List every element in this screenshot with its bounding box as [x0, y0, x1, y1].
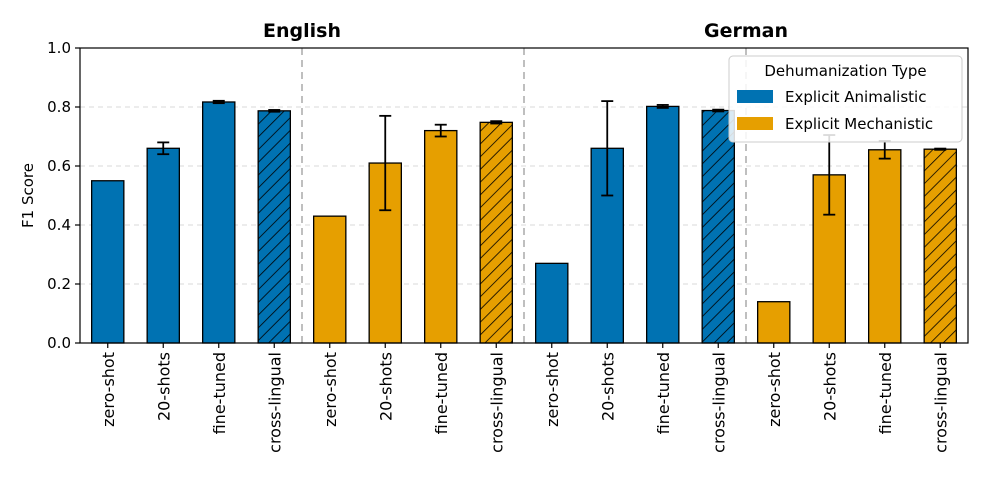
x-tick-label: zero-shot	[543, 352, 562, 427]
bar-hatch	[924, 149, 957, 343]
bar	[535, 262, 569, 344]
error-bar	[212, 99, 225, 105]
x-tick-label: fine-tuned	[432, 352, 451, 434]
x-tick-label: fine-tuned	[876, 352, 895, 434]
y-axis-ticks: 0.0 0.2 0.4 0.6 0.8 1.0	[47, 39, 80, 352]
y-tick-label: 0.6	[47, 157, 71, 175]
group-title: English	[263, 20, 341, 42]
y-tick-label: 0.8	[47, 98, 71, 116]
legend-swatch	[737, 117, 773, 130]
bar	[91, 180, 125, 344]
error-bar	[157, 141, 170, 156]
error-bar	[490, 120, 503, 125]
y-tick-label: 0.2	[47, 275, 71, 293]
bar	[424, 129, 458, 344]
x-tick-label: zero-shot	[99, 352, 118, 427]
x-tick-label: fine-tuned	[210, 352, 229, 434]
x-tick-label: 20-shots	[598, 352, 617, 421]
bar	[313, 215, 347, 344]
group-title: German	[704, 20, 788, 42]
bar	[146, 147, 180, 344]
bar	[868, 149, 902, 344]
error-bar	[712, 108, 725, 113]
legend-label: Explicit Animalistic	[785, 88, 926, 106]
error-bar	[434, 123, 447, 138]
bar	[202, 101, 236, 344]
x-tick-label: 20-shots	[820, 352, 839, 421]
x-axis-ticks: zero-shot 20-shots fine-tuned cross-lingual…	[99, 343, 950, 453]
x-tick-label: zero-shot	[321, 352, 340, 427]
x-tick-label: fine-tuned	[654, 352, 673, 434]
group-titles: English German	[263, 20, 788, 42]
x-tick-label: cross-lingual	[487, 352, 506, 453]
y-axis-label: F1 Score	[19, 163, 37, 228]
x-tick-label: zero-shot	[765, 352, 784, 427]
error-bar	[268, 109, 281, 113]
error-bar	[656, 104, 669, 109]
legend-box	[728, 55, 963, 143]
legend-title: Dehumanization Type	[764, 62, 926, 80]
x-tick-label: cross-lingual	[931, 352, 950, 453]
x-tick-label: cross-lingual	[265, 352, 284, 453]
legend: Dehumanization Type Explicit Animalistic…	[728, 55, 963, 143]
x-tick-label: 20-shots	[154, 352, 173, 421]
bar	[757, 301, 791, 344]
legend-entry: Explicit Mechanistic	[737, 115, 933, 133]
error-bar	[601, 100, 614, 197]
legend-label: Explicit Mechanistic	[785, 115, 933, 133]
y-tick-label: 1.0	[47, 39, 71, 57]
bar-hatch	[702, 110, 735, 343]
bar-hatch	[258, 110, 291, 344]
error-bar	[379, 114, 392, 212]
legend-entries: Explicit Animalistic Explicit Mechanistic	[737, 88, 933, 133]
legend-swatch	[737, 90, 773, 103]
error-bar	[934, 147, 947, 151]
y-tick-label: 0.0	[47, 334, 71, 352]
plot-frame	[79, 47, 969, 344]
x-tick-label: cross-lingual	[709, 352, 728, 453]
x-tick-label: 20-shots	[376, 352, 395, 421]
bar	[646, 105, 680, 344]
bars	[91, 101, 957, 344]
y-tick-label: 0.4	[47, 216, 71, 234]
legend-entry: Explicit Animalistic	[737, 88, 926, 106]
bar-hatch	[480, 122, 513, 343]
